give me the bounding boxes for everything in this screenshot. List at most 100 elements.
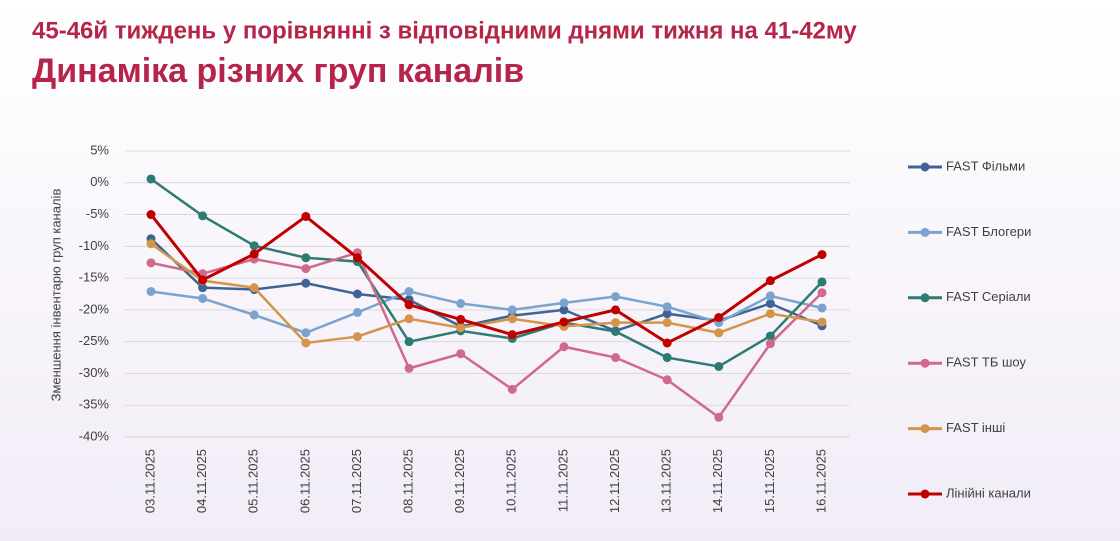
data-point [765, 276, 775, 286]
data-point [817, 288, 827, 298]
data-point [352, 307, 362, 317]
data-point [611, 318, 621, 328]
data-point [198, 275, 208, 285]
data-point [404, 314, 414, 324]
legend-marker [920, 293, 930, 303]
data-point [662, 375, 672, 385]
data-point [301, 211, 311, 221]
legend-label: FAST ТБ шоу [946, 355, 1026, 370]
data-point [146, 258, 156, 268]
data-point [507, 384, 517, 394]
data-point [249, 283, 259, 293]
legend-marker [920, 162, 930, 172]
legend-marker [920, 358, 930, 368]
data-point [559, 305, 569, 315]
series-line [150, 290, 823, 335]
data-point [301, 278, 311, 288]
series-line [150, 242, 823, 345]
data-point [817, 303, 827, 313]
series-line [149, 213, 823, 345]
x-tick-label: 03.11.2025 [142, 449, 157, 513]
data-point [714, 328, 724, 338]
y-tick-label: -15% [79, 270, 110, 285]
x-tick-label: 06.11.2025 [297, 449, 312, 513]
x-tick-label: 05.11.2025 [246, 449, 261, 513]
data-point [146, 286, 156, 296]
data-point [714, 361, 724, 371]
legend-marker [920, 227, 930, 237]
data-point [301, 338, 311, 348]
data-point [611, 305, 621, 315]
y-tick-label: -35% [79, 397, 110, 412]
x-tick-label: 11.11.2025 [555, 449, 570, 512]
data-point [611, 292, 621, 302]
data-point [249, 310, 259, 320]
data-point [765, 309, 775, 319]
data-point [662, 302, 672, 312]
data-point [817, 250, 827, 260]
data-point [456, 314, 466, 324]
data-point [404, 337, 414, 347]
data-point [198, 283, 208, 293]
data-point [301, 328, 311, 338]
data-point [714, 412, 724, 422]
legend-label: FAST інші [946, 420, 1005, 435]
x-tick-label: 13.11.2025 [659, 449, 674, 513]
data-point [404, 300, 414, 310]
data-point [662, 318, 672, 328]
y-tick-label: 0% [90, 174, 109, 189]
y-axis-label: Зменшення інвентарю груп каналів [48, 189, 63, 402]
series-line [150, 177, 823, 368]
data-point [456, 323, 466, 333]
data-point [765, 299, 775, 309]
y-tick-label: -40% [79, 428, 110, 443]
data-point [559, 342, 569, 352]
data-point [404, 363, 414, 373]
x-tick-label: 10.11.2025 [504, 449, 519, 513]
x-tick-label: 14.11.2025 [710, 449, 725, 513]
data-point [404, 286, 414, 296]
data-point [249, 249, 259, 259]
y-tick-label: -20% [79, 301, 110, 316]
data-point [146, 210, 156, 220]
legend-label: Лінійні канали [946, 485, 1031, 500]
series-line [150, 251, 823, 420]
data-point [249, 241, 259, 251]
data-point [146, 239, 156, 249]
data-point [352, 289, 362, 299]
data-point [765, 339, 775, 349]
x-tick-label: 15.11.2025 [762, 449, 777, 513]
data-point [559, 298, 569, 308]
data-point [456, 349, 466, 359]
x-tick-label: 07.11.2025 [349, 449, 364, 513]
data-point [507, 330, 517, 340]
data-point [146, 174, 156, 184]
chart-title: Динаміка різних груп каналів [32, 52, 524, 90]
data-point [611, 326, 621, 336]
data-point [662, 338, 672, 348]
legend-marker [920, 424, 930, 434]
data-point [714, 313, 724, 323]
legend-label: FAST Блогери [946, 224, 1031, 239]
legend-label: FAST Фільми [946, 158, 1025, 173]
data-point [662, 309, 672, 319]
data-point [198, 293, 208, 303]
data-point [198, 211, 208, 221]
y-tick-label: 5% [90, 142, 109, 157]
data-point [352, 253, 362, 263]
data-point [817, 317, 827, 327]
data-point [507, 305, 517, 315]
x-tick-label: 04.11.2025 [194, 449, 209, 513]
data-point [765, 291, 775, 301]
legend-label: FAST Серіали [946, 289, 1031, 304]
y-tick-label: -10% [79, 238, 110, 253]
data-point [611, 353, 621, 363]
data-point [817, 277, 827, 287]
y-tick-label: -30% [79, 365, 110, 380]
data-point [352, 332, 362, 342]
data-point [456, 299, 466, 309]
y-tick-label: -25% [79, 333, 110, 348]
data-point [662, 353, 672, 363]
x-tick-label: 12.11.2025 [607, 449, 622, 513]
